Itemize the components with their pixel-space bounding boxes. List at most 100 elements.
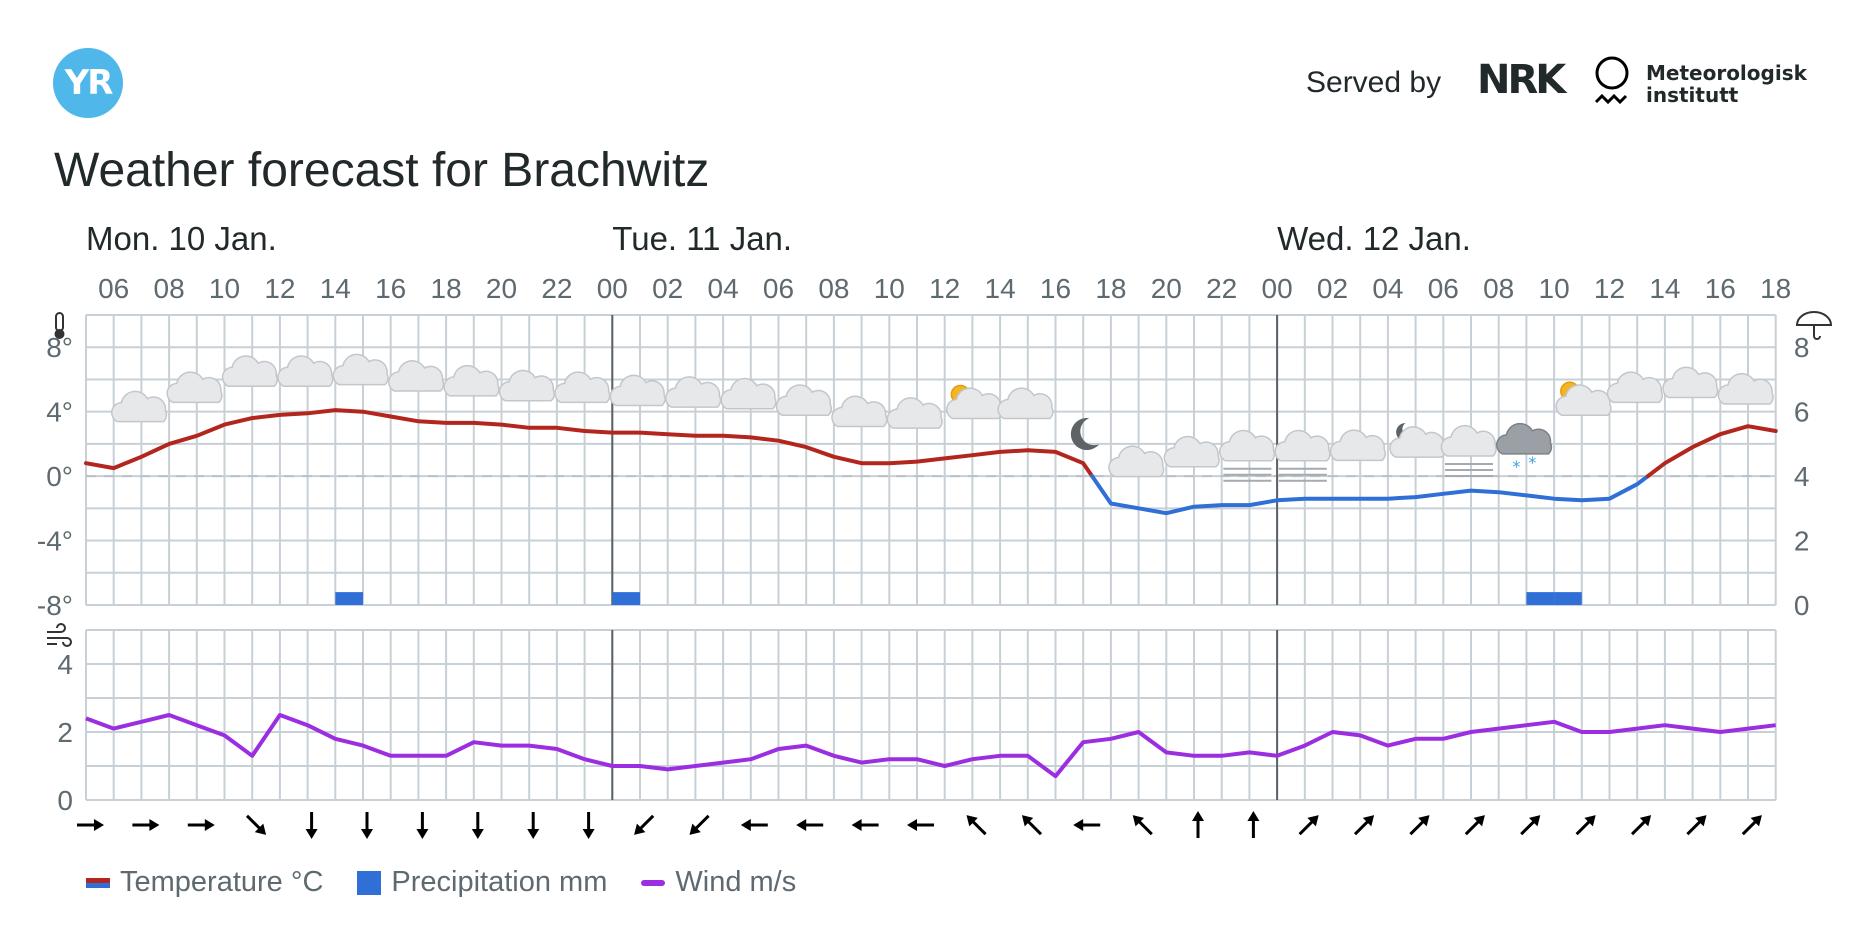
wind-arrow-icon	[1741, 815, 1762, 836]
wind-arrow-icon	[361, 812, 373, 839]
cloud-shape	[1606, 371, 1663, 404]
wind-arrow-icon	[77, 819, 104, 831]
light-snow-icon: * *	[1496, 422, 1553, 476]
wind-arrow-head	[527, 829, 540, 839]
wind-arrow-icon	[1073, 819, 1101, 831]
temperature-line	[84, 408, 1095, 479]
cloud-shape	[1440, 424, 1497, 457]
met-institute-logo[interactable]: Meteorologisk institutt	[1646, 62, 1807, 106]
thermometer-icon	[54, 312, 65, 339]
wind-arrow-head	[1418, 815, 1430, 827]
wind-arrow-icon	[1409, 815, 1430, 836]
wind-arrow-head	[1639, 815, 1652, 827]
hour-tick-label: 06	[1428, 273, 1459, 304]
wind-arrow-head	[361, 829, 373, 839]
wind-axis-label: 2	[57, 717, 73, 748]
cloud-icon	[554, 371, 611, 404]
hour-tick-label: 02	[1317, 273, 1348, 304]
wind-arrow-head	[907, 819, 917, 831]
cloud-icon	[388, 360, 445, 392]
cloud-shape	[111, 390, 168, 423]
wind-arrow-icon	[740, 819, 768, 831]
legend-wind-label: Wind m/s	[675, 866, 797, 898]
precipitation-swatch	[357, 870, 382, 895]
wind-arrow-head	[254, 823, 267, 835]
wind-arrow-icon	[1630, 815, 1652, 836]
hour-tick-label: 06	[763, 273, 794, 304]
cloud-shape	[221, 355, 278, 387]
cloud-shape	[1717, 372, 1774, 405]
wind-arrow-icon	[1298, 815, 1319, 836]
fog-icon	[1440, 424, 1497, 477]
hour-tick-label: 06	[98, 273, 129, 304]
cloud-icon	[443, 364, 500, 397]
wind-arrow-icon	[1247, 811, 1260, 838]
cloud-icon	[111, 390, 168, 423]
page-title: Weather forecast for Brachwitz	[54, 144, 710, 197]
hour-tick-label: 12	[1594, 273, 1625, 304]
cloud-shape	[1662, 366, 1719, 399]
wind-arrow-head	[740, 819, 751, 831]
wind-arrow-icon	[1192, 811, 1204, 838]
snowflake-shape: *	[1528, 453, 1536, 472]
hour-tick-label: 08	[818, 273, 849, 304]
cloud-shape	[498, 369, 555, 402]
wind-arrow-icon	[1686, 815, 1707, 836]
wind-arrow-head	[1473, 815, 1485, 827]
cloud-shape	[388, 360, 445, 392]
precipitation-bar	[335, 592, 363, 605]
cloud-shape	[554, 371, 611, 404]
wind-arrow-head	[634, 823, 646, 835]
cloud-shape	[720, 377, 777, 410]
hour-tick-label: 04	[708, 273, 739, 304]
wind-arrow-icon	[966, 815, 987, 836]
wind-icon	[47, 623, 72, 647]
served-by-text: Served by	[1306, 66, 1442, 99]
cloud-icon	[1329, 429, 1386, 462]
wind-arrow-icon	[796, 819, 824, 831]
wind-arrow-icon	[1021, 815, 1043, 836]
wind-arrow-head	[1584, 815, 1596, 827]
day-label: Tue. 11 Jan.	[612, 220, 792, 257]
hour-tick-label: 00	[597, 273, 628, 304]
cloud-icon	[720, 377, 777, 410]
umbrella-handle	[1813, 325, 1821, 340]
nrk-logo[interactable]: NRK	[1477, 57, 1566, 103]
hour-tick-label: 04	[1372, 273, 1403, 304]
hour-tick-label: 12	[929, 273, 960, 304]
cloud-icon	[1717, 372, 1774, 405]
temp-axis-label: -8°	[37, 590, 73, 621]
wind-line	[85, 713, 1776, 779]
hour-tick-label: 18	[431, 273, 462, 304]
hour-tick-label: 02	[652, 273, 683, 304]
hour-tick-label: 14	[320, 273, 351, 304]
precip-axis-label: 0	[1794, 590, 1810, 621]
legend-item-precipitation: Precipitation mm	[357, 866, 607, 899]
wind-arrow-head	[94, 819, 104, 831]
yr-logo[interactable]: YR	[53, 48, 123, 118]
partly-cloudy-day-icon	[946, 384, 1003, 420]
cloud-shape	[1329, 429, 1386, 462]
wind-arrow-head	[966, 815, 978, 827]
temperature-swatch	[86, 877, 110, 888]
precipitation-bar	[1554, 592, 1582, 605]
day-label: Mon. 10 Jan.	[86, 220, 277, 257]
wind-arrow-head	[1528, 815, 1541, 827]
hour-tick-label: 20	[1151, 273, 1182, 304]
legend-item-wind: Wind m/s	[641, 866, 796, 899]
wind-arrow-icon	[689, 814, 710, 835]
cloud-icon	[1606, 371, 1663, 404]
hour-tick-label: 08	[1483, 273, 1514, 304]
met-logo-line1: Meteorologisk	[1646, 61, 1807, 85]
snowflake-shape: *	[1512, 457, 1520, 476]
cloud-shape	[1555, 384, 1612, 416]
wind-arrow-icon	[305, 812, 318, 839]
wind-axis-label: 0	[57, 785, 73, 816]
cloud-icon	[221, 355, 278, 387]
cloud-shape	[1163, 435, 1220, 468]
temp-axis-label: 4°	[46, 397, 73, 428]
wind-arrow-icon	[1575, 815, 1596, 836]
wind-arrow-head	[1695, 815, 1707, 827]
wind-arrow-icon	[634, 814, 655, 835]
umbrella-canopy	[1795, 311, 1833, 326]
